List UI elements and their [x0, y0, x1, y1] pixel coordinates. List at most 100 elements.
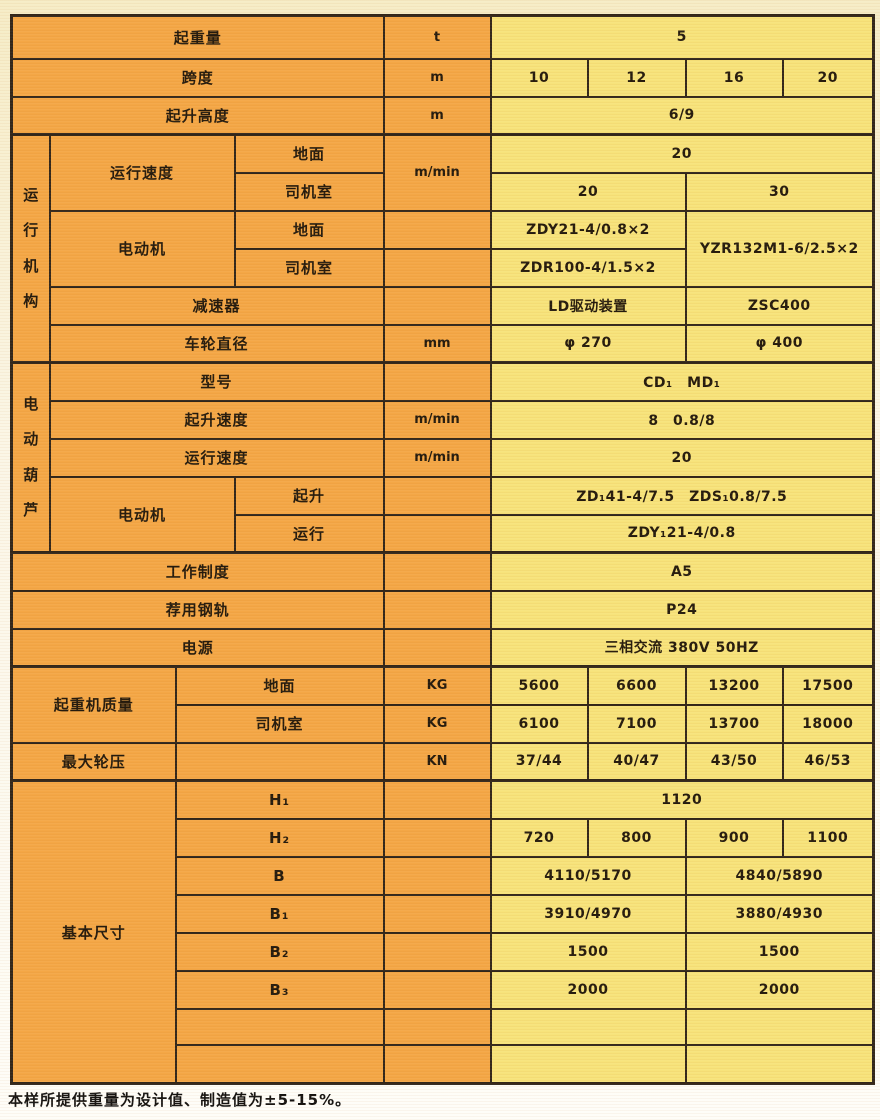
unit-label: m/min: [382, 133, 492, 212]
unit-label: [382, 779, 492, 820]
row-label: 最大轮压: [10, 741, 177, 782]
row-label: 跨度: [10, 57, 385, 98]
unit-label: [382, 627, 492, 668]
row-label: H₁: [174, 779, 385, 820]
row-label: 型号: [48, 361, 385, 402]
row-label: B: [174, 855, 385, 896]
spec-value: 6600: [586, 665, 687, 706]
spec-value: 1120: [489, 779, 875, 820]
spec-value: ZDY21-4/0.8×2: [489, 209, 687, 250]
unit-label: m: [382, 95, 492, 136]
spec-value: 6100: [489, 703, 589, 744]
unit-label: KG: [382, 665, 492, 706]
row-label: [174, 1007, 385, 1046]
unit-label: m: [382, 57, 492, 98]
spec-value: 30: [684, 171, 875, 212]
row-label: 地面: [174, 665, 385, 706]
row-label: B₂: [174, 931, 385, 972]
spec-value: [489, 1007, 687, 1046]
unit-label: [382, 285, 492, 326]
spec-value: [489, 1043, 687, 1085]
spec-value: 4110/5170: [489, 855, 687, 896]
table-row: B₃ 2000 2000: [12, 969, 875, 1010]
row-label: 起重机质量: [10, 665, 177, 744]
unit-label: [382, 893, 492, 934]
spec-value: φ 270: [489, 323, 687, 364]
unit-label: [382, 513, 492, 554]
spec-value: 3910/4970: [489, 893, 687, 934]
spec-value: 3880/4930: [684, 893, 875, 934]
spec-value: 10: [489, 57, 589, 98]
table-row: H₂ 720 800 900 1100: [12, 817, 875, 858]
spec-value: A5: [489, 551, 875, 592]
unit-label: [382, 1043, 492, 1085]
spec-value: CD₁ MD₁: [489, 361, 875, 402]
unit-label: [382, 855, 492, 896]
unit-label: t: [382, 14, 492, 60]
unit-label: [382, 475, 492, 516]
row-label: 地面: [233, 209, 385, 250]
table-row: 基本尺寸 H₁ 1120: [10, 779, 875, 1085]
row-label: [174, 741, 385, 782]
table-row: 起升速度 m/min 8 0.8/8: [12, 399, 875, 440]
spec-value: 18000: [781, 703, 875, 744]
spec-value: [684, 1043, 875, 1085]
table-row: 运行速度 m/min 20: [12, 437, 875, 478]
row-label: 运行: [233, 513, 385, 554]
spec-value: ZSC400: [684, 285, 875, 326]
crane-spec-table: 起重量 t 5 跨度 m 10 12 16 20 起升高度 m 6/9 运 行 机 构运行速度 地面 m/m…: [10, 14, 876, 1085]
spec-value: 13200: [684, 665, 784, 706]
unit-label: [382, 247, 492, 288]
table-row: B₁ 3910/4970 3880/4930: [12, 893, 875, 934]
row-label: B₁: [174, 893, 385, 934]
spec-value: LD驱动装置: [489, 285, 687, 326]
spec-value: 8 0.8/8: [489, 399, 875, 440]
row-label: 起重量: [10, 14, 385, 60]
spec-value: 5600: [489, 665, 589, 706]
spec-value: 800: [586, 817, 687, 858]
unit-label: mm: [382, 323, 492, 364]
spec-value: 1500: [684, 931, 875, 972]
spec-value: ZD₁41-4/7.5 ZDS₁0.8/7.5: [489, 475, 875, 516]
spec-value: 2000: [684, 969, 875, 1010]
table-row: 起重机质量 地面 KG 5600 6600 13200 17500: [10, 665, 875, 744]
unit-label: [382, 209, 492, 250]
table-row: 司机室 ZDR100-4/1.5×2: [12, 247, 874, 288]
spec-value: 900: [684, 817, 784, 858]
row-label: 车轮直径: [48, 323, 385, 364]
table-row: 荐用钢轨 P24: [10, 589, 875, 630]
spec-value: 20: [489, 437, 875, 478]
unit-label: [382, 817, 492, 858]
spec-value: 2000: [489, 969, 687, 1010]
table-row: 起升高度 m 6/9: [10, 95, 875, 136]
table-row: 减速器 LD驱动装置 ZSC400: [12, 285, 875, 326]
table-row: [12, 1043, 875, 1085]
spec-table-body: 起重量 t 5 跨度 m 10 12 16 20 起升高度 m 6/9 运 行 机 构运行速度 地面 m/m…: [10, 14, 875, 1085]
row-label: [174, 1043, 385, 1085]
unit-label: m/min: [382, 437, 492, 478]
spec-value: 13700: [684, 703, 784, 744]
section-label: 运 行 机 构: [10, 133, 51, 364]
unit-label: [382, 1007, 492, 1046]
row-label: 司机室: [233, 247, 385, 288]
table-row: B₂ 1500 1500: [12, 931, 875, 972]
spec-value: YZR132M1-6/2.5×2: [684, 209, 875, 288]
spec-value: φ 400: [684, 323, 875, 364]
table-row: 运行 ZDY₁21-4/0.8: [12, 513, 875, 554]
table-row: 司机室 20 30: [12, 171, 875, 212]
spec-value: 6/9: [489, 95, 875, 136]
row-label: 起升高度: [10, 95, 385, 136]
table-row: 最大轮压 KN 37/44 40/47 43/50 46/53: [10, 741, 875, 782]
spec-value: 46/53: [781, 741, 875, 782]
row-label: 电动机: [48, 209, 236, 288]
table-row: 电 动 葫 芦型号 CD₁ MD₁: [10, 361, 875, 554]
spec-value: 1500: [489, 931, 687, 972]
row-label: 司机室: [174, 703, 385, 744]
spec-value: 5: [489, 14, 875, 60]
row-label: 地面: [233, 133, 385, 174]
unit-label: [382, 589, 492, 630]
table-row: 电动机 地面 ZDY21-4/0.8×2 YZR132M1-6/2.5×2: [12, 209, 875, 288]
spec-value: ZDY₁21-4/0.8: [489, 513, 875, 554]
spec-value: P24: [489, 589, 875, 630]
